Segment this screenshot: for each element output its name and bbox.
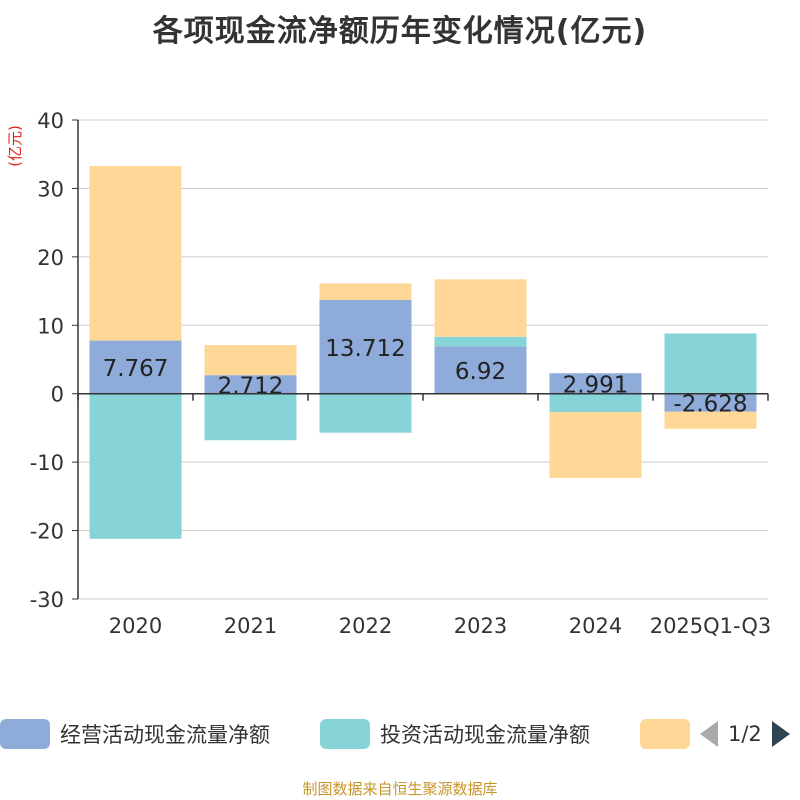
bar-operating-2 (319, 299, 412, 394)
bar-investing-4 (549, 393, 642, 413)
legend-item-financing[interactable] (640, 716, 700, 752)
data-label-operating: 2.712 (218, 373, 284, 399)
pager-prev-icon[interactable] (700, 721, 718, 747)
data-label-operating: -2.628 (673, 392, 747, 418)
y-tick-label: 20 (37, 246, 64, 270)
y-tick-label: -20 (30, 520, 64, 544)
y-tick-label: 0 (51, 383, 64, 407)
x-tick-label: 2022 (339, 614, 392, 638)
y-axis-label: (亿元) (6, 125, 24, 167)
pager-next-icon[interactable] (771, 721, 790, 747)
legend-swatch-operating (0, 719, 50, 749)
x-tick-label: 2025Q1-Q3 (650, 614, 772, 638)
legend-swatch-investing (320, 719, 370, 749)
legend-pager: 1/2 (700, 716, 790, 752)
data-label-operating: 6.92 (455, 359, 506, 385)
x-tick-label: 2021 (224, 614, 277, 638)
bar-financing-5 (664, 411, 757, 429)
x-tick-label: 2023 (454, 614, 507, 638)
bar-operating-4 (549, 373, 642, 394)
bar-financing-2 (319, 283, 412, 300)
y-tick-label: -10 (30, 451, 64, 475)
bar-operating-1 (204, 375, 297, 394)
x-tick-label: 2024 (569, 614, 622, 638)
data-label-operating: 2.991 (563, 372, 629, 398)
y-tick-label: 10 (37, 314, 64, 338)
bar-financing-4 (549, 412, 642, 478)
bar-investing-3 (434, 336, 527, 347)
bar-investing-5 (664, 333, 757, 394)
legend-label-investing: 投资活动现金流量净额 (380, 723, 590, 747)
y-tick-label: 30 (37, 177, 64, 201)
pager-text: 1/2 (728, 722, 762, 746)
bar-investing-2 (319, 393, 412, 433)
y-tick-label: 40 (37, 109, 64, 133)
bar-financing-3 (434, 279, 527, 337)
x-tick-label: 2020 (109, 614, 162, 638)
bar-operating-5 (664, 393, 757, 412)
chart-canvas: 40 30 20 10 0 -10 -20 -30 (亿元) 7.767 2020 2.712 2021… (6, 109, 772, 638)
bar-operating-0 (89, 340, 182, 394)
bar-investing-0 (89, 393, 182, 539)
legend-item-investing[interactable]: 投资活动现金流量净额 (320, 716, 590, 752)
legend: 经营活动现金流量净额 投资活动现金流量净额 1/2 (0, 716, 800, 756)
y-tick-label: -30 (30, 588, 64, 612)
chart-title: 各项现金流净额历年变化情况(亿元) (152, 14, 648, 49)
legend-item-operating[interactable]: 经营活动现金流量净额 (0, 716, 270, 752)
legend-label-operating: 经营活动现金流量净额 (60, 723, 270, 747)
source-note: 制图数据来自恒生聚源数据库 (302, 780, 498, 798)
legend-swatch-financing (640, 719, 690, 749)
bar-financing-0 (89, 166, 182, 341)
bar-financing-1 (204, 345, 297, 376)
bar-operating-3 (434, 346, 527, 394)
data-label-operating: 7.767 (103, 356, 169, 382)
data-label-operating: 13.712 (325, 336, 405, 362)
bar-investing-1 (204, 393, 297, 441)
